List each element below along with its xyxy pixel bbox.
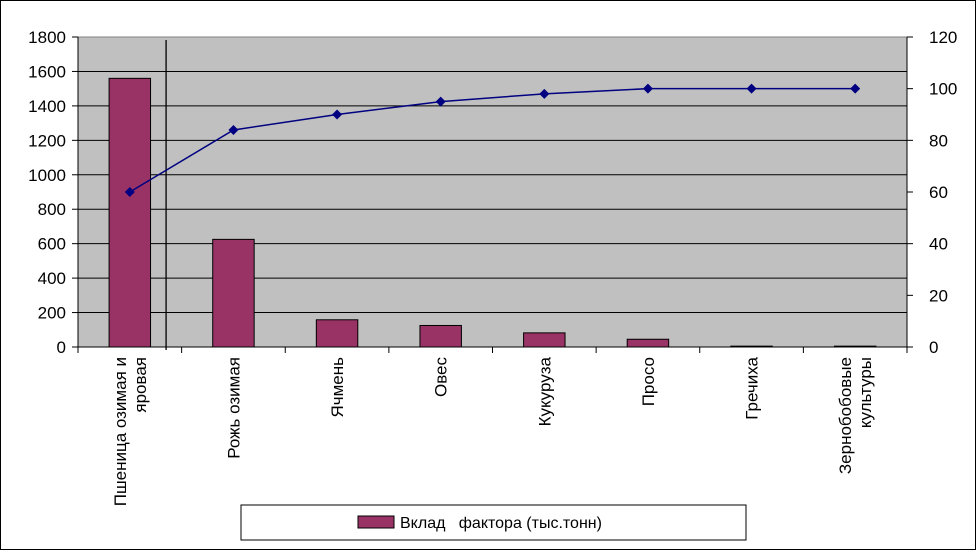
x-category-label-line: Ячмень: [328, 357, 347, 418]
x-category-label-line: культуры: [856, 357, 875, 428]
x-category-label: Кукуруза: [535, 356, 554, 426]
bar: [833, 345, 877, 348]
line-marker: [746, 83, 757, 94]
bar: [626, 338, 670, 348]
bar: [315, 319, 359, 348]
legend: Вклад фактора (тыс.тонн): [240, 504, 747, 541]
line-marker: [642, 83, 653, 94]
x-category-label: Пшеница озимая ияровая: [111, 357, 150, 506]
plot-area: [77, 36, 908, 348]
y2-tick-label: 100: [929, 80, 957, 99]
y-tick-label: 800: [38, 200, 66, 219]
x-category-label-line: Пшеница озимая и: [111, 357, 130, 506]
x-category-label-line: Зернобобовые: [836, 357, 855, 474]
y-tick-label: 400: [38, 269, 66, 288]
y-tick-label: 0: [57, 338, 66, 357]
y2-tick-label: 40: [929, 235, 948, 254]
x-category-label-line: Овес: [432, 357, 451, 398]
line-marker: [435, 96, 446, 107]
bar: [730, 345, 773, 348]
x-category-label-line: Рожь озимая: [224, 357, 243, 459]
bar: [523, 332, 566, 348]
bar: [108, 77, 152, 348]
legend-swatch: [357, 515, 395, 529]
y-tick-label: 1600: [28, 62, 66, 81]
cumulative-line: [129, 87, 856, 193]
y2-tick-label: 20: [929, 286, 948, 305]
y-tick-label: 1200: [28, 131, 66, 150]
bar: [212, 238, 255, 348]
x-category-label: Просо: [639, 357, 658, 406]
line-marker: [124, 187, 135, 197]
y2-tick-label: 80: [929, 131, 948, 150]
y2-tick-label: 60: [929, 183, 948, 202]
x-category-label: Зернобобовыекультуры: [836, 357, 875, 474]
x-category-label-line: яровая: [131, 357, 150, 413]
y-tick-label: 600: [38, 235, 66, 254]
y2-tick-label: 0: [929, 338, 938, 357]
x-category-label-line: Кукуруза: [535, 356, 554, 426]
y-tick-label: 1800: [28, 28, 66, 47]
x-category-label-line: Просо: [639, 357, 658, 406]
x-category-label: Овес: [432, 357, 451, 398]
y-tick-label: 1400: [28, 97, 66, 116]
line-marker: [539, 88, 550, 99]
y-tick-label: 200: [38, 304, 66, 323]
legend-label: Вклад фактора (тыс.тонн): [400, 515, 602, 532]
line-marker: [332, 109, 343, 120]
legend-box: [240, 504, 747, 541]
bar: [419, 324, 462, 348]
line-marker: [850, 83, 861, 94]
y2-tick-label: 120: [929, 28, 957, 47]
y-tick-label: 1000: [28, 166, 66, 185]
line-marker: [228, 125, 239, 135]
x-category-label: Рожь озимая: [224, 357, 243, 459]
x-category-label: Гречиха: [743, 356, 762, 419]
x-category-label-line: Гречиха: [743, 356, 762, 419]
x-category-label: Ячмень: [328, 357, 347, 418]
